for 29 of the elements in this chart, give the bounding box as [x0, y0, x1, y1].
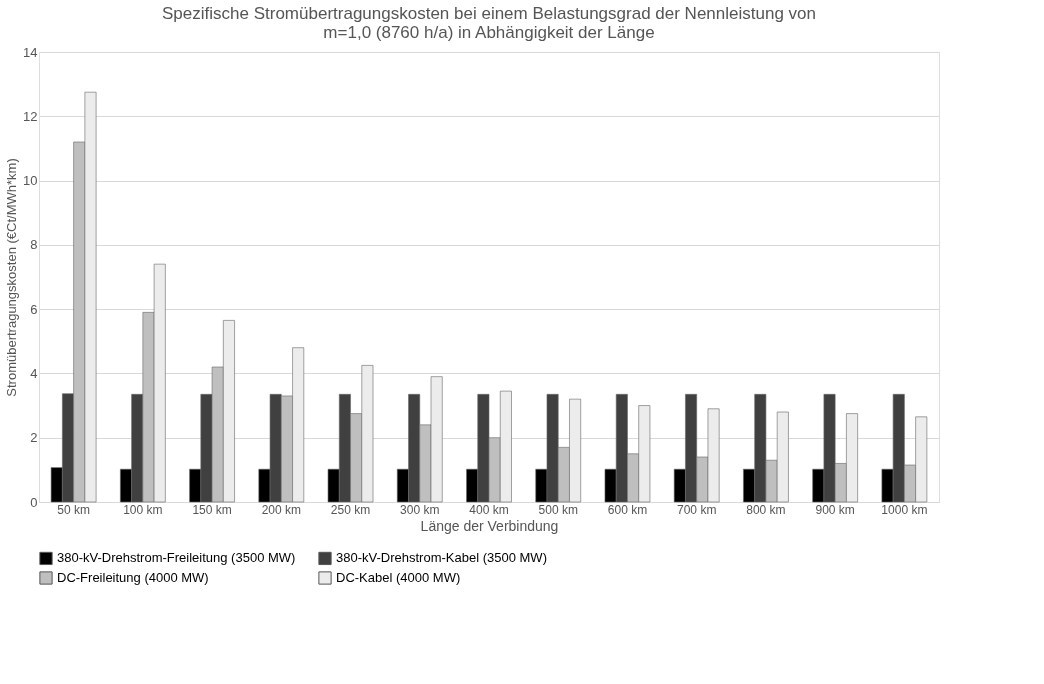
y-tick-label: 12 [23, 108, 38, 124]
x-tick-label: 400 km [469, 502, 509, 517]
x-axis-title: Länge der Verbindung [420, 517, 559, 534]
x-tick-label: 150 km [192, 502, 232, 517]
x-tick-label: 100 km [123, 502, 163, 517]
legend-label: DC-Kabel (4000 MW) [336, 570, 461, 585]
x-tick-label: 500 km [538, 502, 578, 517]
x-tick-label: 300 km [400, 502, 440, 517]
x-tick-label: 700 km [677, 502, 717, 517]
y-tick-label: 0 [30, 494, 38, 510]
x-tick-label: 900 km [815, 502, 855, 517]
y-tick-label: 10 [23, 173, 38, 189]
x-tick-label: 50 km [57, 502, 90, 517]
y-tick-label: 14 [23, 44, 38, 60]
legend-label: 380-kV-Drehstrom-Kabel (3500 MW) [336, 550, 547, 566]
x-tick-label: 800 km [746, 502, 786, 517]
y-tick-label: 6 [30, 301, 38, 317]
x-tick-label: 200 km [261, 502, 301, 517]
x-tick-label: 1000 km [881, 502, 928, 517]
legend-label: 380-kV-Drehstrom-Freileitung (3500 MW) [57, 550, 296, 566]
text: Spezifische Stromübertragungskosten bei einem Belastungsgrad der Nennleistung von [162, 4, 816, 23]
x-tick-label: 250 km [330, 502, 371, 517]
x-tick-label: 600 km [607, 502, 648, 517]
y-axis-title: Stromübertragungskosten (€Ct/MWh*km) [4, 158, 20, 397]
y-tick-label: 2 [30, 430, 38, 446]
text: m=1,0 (8760 h/a) in Abhängigkeit der Länge [323, 23, 655, 42]
y-tick-label: 4 [30, 365, 38, 381]
y-tick-label: 8 [30, 237, 38, 253]
legend-label: DC-Freileitung (4000 MW) [57, 570, 209, 585]
